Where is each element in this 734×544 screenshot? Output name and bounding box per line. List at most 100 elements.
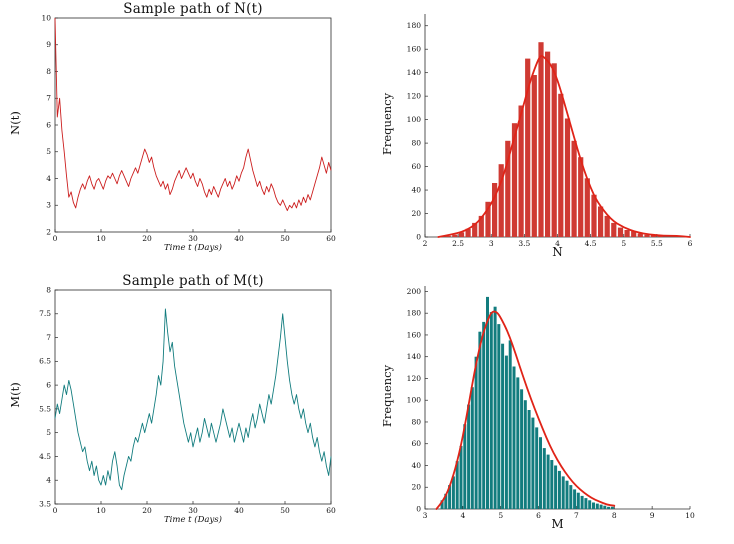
svg-text:60: 60: [411, 162, 421, 171]
svg-text:4: 4: [46, 174, 51, 183]
svg-text:5: 5: [46, 428, 51, 437]
svg-text:60: 60: [326, 234, 336, 243]
svg-text:3.5: 3.5: [39, 499, 51, 508]
svg-text:9: 9: [650, 511, 655, 520]
histogram-bars: [445, 42, 663, 238]
svg-text:0: 0: [416, 232, 421, 241]
svg-text:160: 160: [407, 45, 422, 54]
svg-text:4: 4: [46, 476, 51, 485]
svg-text:50: 50: [280, 234, 290, 243]
line-plot-m: 0 10 20 30 40 50 60 3.5 4 4.5 5 5.5 6 6.5 7 7.5 8: [39, 285, 336, 515]
x-axis-label-time-1: Time t (Days): [164, 243, 222, 253]
svg-text:8: 8: [46, 285, 51, 294]
panel-sample-path-n: 0 10 20 30 40 50 60 2 3 4 5 6 7 8 9 10 Sample path of N…: [0, 0, 367, 272]
svg-text:0: 0: [53, 506, 58, 515]
line-plot-n: 0 10 20 30 40 50 60 2 3 4 5 6 7 8 9 10: [41, 13, 336, 243]
histogram-plot-n: 2 2.5 3 3.5 4 4.5 5 5.5 602040608010012014016018…: [407, 14, 693, 248]
svg-text:5: 5: [498, 511, 503, 520]
svg-text:8: 8: [612, 511, 617, 520]
svg-text:10: 10: [41, 13, 51, 22]
axes: [424, 14, 690, 238]
svg-text:60: 60: [411, 439, 421, 448]
svg-text:180: 180: [407, 21, 422, 30]
svg-text:7: 7: [46, 333, 51, 342]
svg-text:20: 20: [142, 234, 152, 243]
panel-histogram-n: 2 2.5 3 3.5 4 4.5 5 5.5 6 0 20 40 60 80 100 120 140 160 18…: [367, 0, 734, 272]
ticks-and-labels: 0 10 20 30 40 50 60 3.5 4 4.5 5 5.5 6 6.5 7 7.5 8: [39, 285, 336, 515]
svg-text:120: 120: [407, 374, 422, 383]
histogram-bars: [440, 296, 614, 509]
svg-text:7: 7: [574, 511, 579, 520]
svg-text:4.5: 4.5: [585, 239, 597, 248]
sample-path-line: [54, 308, 332, 491]
svg-text:6.5: 6.5: [39, 357, 51, 366]
y-axis-label-frequency-1: Frequency: [380, 92, 394, 156]
svg-text:5: 5: [621, 239, 626, 248]
svg-text:7.5: 7.5: [39, 309, 51, 318]
ticks-and-labels: 0 10 20 30 40 50 60 2 3 4 5 6 7 8 9 10: [41, 13, 336, 243]
svg-text:2: 2: [423, 239, 428, 248]
x-axis-label-n: N: [552, 245, 563, 259]
plot-box: [54, 289, 332, 505]
svg-text:2: 2: [46, 227, 51, 236]
svg-text:3: 3: [423, 511, 428, 520]
fit-curve: [437, 55, 691, 238]
svg-text:30: 30: [188, 234, 198, 243]
svg-text:5.5: 5.5: [651, 239, 663, 248]
svg-text:3.5: 3.5: [518, 239, 530, 248]
svg-text:80: 80: [411, 417, 421, 426]
svg-text:200: 200: [407, 287, 422, 296]
chart-title-n: Sample path of N(t): [123, 1, 263, 17]
svg-text:4.5: 4.5: [39, 452, 51, 461]
svg-text:160: 160: [407, 330, 422, 339]
svg-text:40: 40: [234, 234, 244, 243]
svg-text:20: 20: [142, 506, 152, 515]
svg-text:50: 50: [280, 506, 290, 515]
svg-text:120: 120: [407, 92, 422, 101]
svg-text:180: 180: [407, 309, 422, 318]
svg-text:30: 30: [188, 506, 198, 515]
chart-title-m: Sample path of M(t): [122, 273, 264, 289]
svg-text:100: 100: [407, 115, 422, 124]
svg-text:8: 8: [46, 67, 51, 76]
x-axis-label-m: M: [551, 517, 564, 531]
panel-histogram-m: 3 4 5 6 7 8 9 10 0 20 40 60 80 100 120 140 160 180 200 Fre…: [367, 272, 734, 544]
svg-text:10: 10: [685, 511, 695, 520]
svg-text:140: 140: [407, 352, 422, 361]
svg-text:40: 40: [411, 461, 421, 470]
svg-text:40: 40: [234, 506, 244, 515]
svg-text:10: 10: [96, 234, 106, 243]
svg-text:0: 0: [53, 234, 58, 243]
svg-text:40: 40: [411, 185, 421, 194]
svg-text:2.5: 2.5: [452, 239, 464, 248]
svg-text:6: 6: [46, 381, 51, 390]
svg-text:10: 10: [96, 506, 106, 515]
svg-text:6: 6: [46, 120, 51, 129]
plot-box: [54, 17, 332, 233]
panel-sample-path-m: 0 10 20 30 40 50 60 3.5 4 4.5 5 5.5 6 6.5 7 7.5 8 Sample…: [0, 272, 367, 544]
svg-text:7: 7: [46, 94, 51, 103]
svg-text:6: 6: [536, 511, 541, 520]
svg-text:5: 5: [46, 147, 51, 156]
sample-path-line: [54, 17, 332, 212]
svg-text:4: 4: [460, 511, 465, 520]
svg-text:5.5: 5.5: [39, 404, 51, 413]
y-axis-label-frequency-2: Frequency: [380, 364, 394, 428]
svg-text:9: 9: [46, 40, 51, 49]
svg-text:0: 0: [416, 504, 421, 513]
svg-text:100: 100: [407, 396, 422, 405]
svg-text:20: 20: [411, 483, 421, 492]
svg-text:4: 4: [555, 239, 560, 248]
fit-curve: [435, 310, 616, 510]
svg-text:60: 60: [326, 506, 336, 515]
svg-text:3: 3: [489, 239, 494, 248]
ticks-and-labels: 2 2.5 3 3.5 4 4.5 5 5.5 602040608010012014016018…: [407, 21, 693, 248]
svg-text:20: 20: [411, 209, 421, 218]
svg-text:3: 3: [46, 201, 51, 210]
y-axis-label-m-of-t: M(t): [8, 382, 22, 408]
svg-text:140: 140: [407, 68, 422, 77]
y-axis-label-n: N(t): [8, 111, 22, 135]
